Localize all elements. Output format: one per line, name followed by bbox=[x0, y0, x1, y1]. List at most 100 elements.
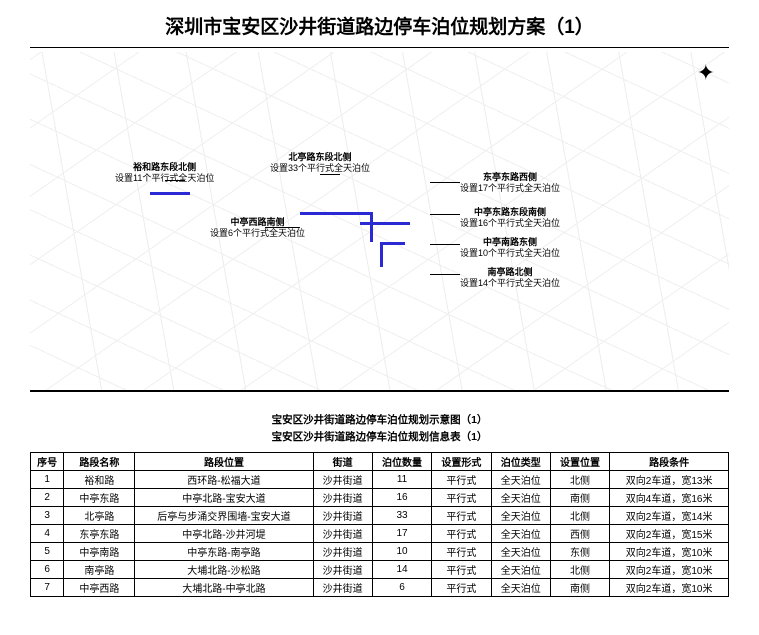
title-divider bbox=[30, 47, 729, 48]
table-cell: 北侧 bbox=[550, 560, 609, 578]
table-cell: 全天泊位 bbox=[491, 578, 550, 596]
table-header-cell: 序号 bbox=[31, 452, 64, 470]
table-cell: 沙井街道 bbox=[313, 578, 372, 596]
table-cell: 全天泊位 bbox=[491, 488, 550, 506]
table-cell: 11 bbox=[372, 470, 431, 488]
table-cell: 全天泊位 bbox=[491, 506, 550, 524]
annotation-detail: 设置6个平行式全天泊位 bbox=[210, 228, 305, 239]
table-row: 7中亭西路大埔北路-中亭北路沙井街道6平行式全天泊位南侧双向2车道，宽10米 bbox=[31, 578, 729, 596]
table-header-cell: 路段位置 bbox=[135, 452, 313, 470]
table-cell: 裕和路 bbox=[64, 470, 135, 488]
table-cell: 东亭东路 bbox=[64, 524, 135, 542]
table-cell: 南亭路 bbox=[64, 560, 135, 578]
table-cell: 后亭与步涌交界围墙-宝安大道 bbox=[135, 506, 313, 524]
table-cell: 中亭东路-南亭路 bbox=[135, 542, 313, 560]
table-cell: 沙井街道 bbox=[313, 506, 372, 524]
table-cell: 双向4车道，宽16米 bbox=[610, 488, 729, 506]
table-header-cell: 路段条件 bbox=[610, 452, 729, 470]
table-cell: 平行式 bbox=[432, 470, 491, 488]
table-cell: 西环路-松福大道 bbox=[135, 470, 313, 488]
table-cell: 南侧 bbox=[550, 578, 609, 596]
leader-line bbox=[430, 244, 460, 245]
parking-segment bbox=[370, 212, 373, 242]
table-row: 6南亭路大埔北路-沙松路沙井街道14平行式全天泊位北侧双向2车道，宽10米 bbox=[31, 560, 729, 578]
table-row: 1裕和路西环路-松福大道沙井街道11平行式全天泊位北侧双向2车道，宽13米 bbox=[31, 470, 729, 488]
table-header-cell: 设置形式 bbox=[432, 452, 491, 470]
table-cell: 北亭路 bbox=[64, 506, 135, 524]
table-cell: 沙井街道 bbox=[313, 470, 372, 488]
table-cell: 1 bbox=[31, 470, 64, 488]
table-cell: 中亭南路 bbox=[64, 542, 135, 560]
compass-icon: ✦ bbox=[697, 60, 715, 86]
info-table: 序号路段名称路段位置街道泊位数量设置形式泊位类型设置位置路段条件 1裕和路西环路… bbox=[30, 452, 729, 597]
table-cell: 平行式 bbox=[432, 488, 491, 506]
table-cell: 中亭北路-宝安大道 bbox=[135, 488, 313, 506]
leader-line bbox=[430, 214, 460, 215]
map-annotation: 北亭路东段北侧设置33个平行式全天泊位 bbox=[270, 152, 370, 175]
table-cell: 4 bbox=[31, 524, 64, 542]
table-cell: 北侧 bbox=[550, 470, 609, 488]
map-annotation: 裕和路东段北侧设置11个平行式全天泊位 bbox=[115, 162, 214, 185]
table-cell: 大埔北路-中亭北路 bbox=[135, 578, 313, 596]
table-cell: 10 bbox=[372, 542, 431, 560]
table-cell: 中亭西路 bbox=[64, 578, 135, 596]
annotation-detail: 设置10个平行式全天泊位 bbox=[460, 248, 560, 259]
table-header-cell: 设置位置 bbox=[550, 452, 609, 470]
table-cell: 全天泊位 bbox=[491, 560, 550, 578]
table-cell: 双向2车道，宽10米 bbox=[610, 578, 729, 596]
table-cell: 全天泊位 bbox=[491, 542, 550, 560]
table-cell: 16 bbox=[372, 488, 431, 506]
table-cell: 全天泊位 bbox=[491, 470, 550, 488]
table-body: 1裕和路西环路-松福大道沙井街道11平行式全天泊位北侧双向2车道，宽13米2中亭… bbox=[31, 470, 729, 596]
map-diagram: ✦ 裕和路东段北侧设置11个平行式全天泊位 北亭路东段北侧设置33个平行式全天泊位… bbox=[30, 52, 729, 392]
table-cell: 双向2车道，宽10米 bbox=[610, 542, 729, 560]
table-cell: 北侧 bbox=[550, 506, 609, 524]
table-cell: 5 bbox=[31, 542, 64, 560]
table-cell: 西侧 bbox=[550, 524, 609, 542]
table-cell: 东侧 bbox=[550, 542, 609, 560]
parking-segment bbox=[300, 212, 370, 215]
annotation-title: 中亭南路东侧 bbox=[460, 237, 560, 248]
table-cell: 33 bbox=[372, 506, 431, 524]
table-row: 4东亭东路中亭北路-沙井河堤沙井街道17平行式全天泊位西侧双向2车道，宽15米 bbox=[31, 524, 729, 542]
table-cell: 沙井街道 bbox=[313, 488, 372, 506]
table-cell: 双向2车道，宽14米 bbox=[610, 506, 729, 524]
table-cell: 7 bbox=[31, 578, 64, 596]
annotation-detail: 设置14个平行式全天泊位 bbox=[460, 278, 560, 289]
annotation-detail: 设置11个平行式全天泊位 bbox=[115, 173, 214, 184]
annotation-title: 南亭路北侧 bbox=[460, 267, 560, 278]
caption-line-1: 宝安区沙井街道路边停车泊位规划示意图（1） bbox=[30, 412, 729, 429]
leader-line bbox=[430, 182, 460, 183]
table-cell: 沙井街道 bbox=[313, 542, 372, 560]
annotation-title: 中亭西路南侧 bbox=[210, 217, 305, 228]
table-cell: 2 bbox=[31, 488, 64, 506]
table-header-cell: 路段名称 bbox=[64, 452, 135, 470]
annotation-detail: 设置16个平行式全天泊位 bbox=[460, 218, 560, 229]
leader-line bbox=[430, 274, 460, 275]
table-cell: 17 bbox=[372, 524, 431, 542]
table-cell: 平行式 bbox=[432, 560, 491, 578]
table-cell: 6 bbox=[372, 578, 431, 596]
map-annotation: 南亭路北侧设置14个平行式全天泊位 bbox=[460, 267, 560, 290]
table-header: 序号路段名称路段位置街道泊位数量设置形式泊位类型设置位置路段条件 bbox=[31, 452, 729, 470]
table-cell: 中亭北路-沙井河堤 bbox=[135, 524, 313, 542]
caption-line-2: 宝安区沙井街道路边停车泊位规划信息表（1） bbox=[30, 429, 729, 446]
document-page: 深圳市宝安区沙井街道路边停车泊位规划方案（1） ✦ 裕和路东段北侧设置11个平行… bbox=[0, 0, 759, 617]
table-cell: 平行式 bbox=[432, 506, 491, 524]
table-cell: 6 bbox=[31, 560, 64, 578]
annotation-detail: 设置17个平行式全天泊位 bbox=[460, 183, 560, 194]
table-cell: 沙井街道 bbox=[313, 524, 372, 542]
table-cell: 双向2车道，宽15米 bbox=[610, 524, 729, 542]
table-cell: 全天泊位 bbox=[491, 524, 550, 542]
annotation-title: 中亭东路东段南侧 bbox=[460, 207, 560, 218]
map-annotation: 中亭东路东段南侧设置16个平行式全天泊位 bbox=[460, 207, 560, 230]
table-cell: 平行式 bbox=[432, 542, 491, 560]
table-cell: 大埔北路-沙松路 bbox=[135, 560, 313, 578]
parking-segment bbox=[150, 192, 190, 195]
table-header-cell: 泊位数量 bbox=[372, 452, 431, 470]
map-caption: 宝安区沙井街道路边停车泊位规划示意图（1） 宝安区沙井街道路边停车泊位规划信息表… bbox=[30, 412, 729, 446]
parking-segment bbox=[360, 222, 410, 225]
annotation-detail: 设置33个平行式全天泊位 bbox=[270, 163, 370, 174]
map-annotation: 中亭南路东侧设置10个平行式全天泊位 bbox=[460, 237, 560, 260]
table-cell: 双向2车道，宽13米 bbox=[610, 470, 729, 488]
